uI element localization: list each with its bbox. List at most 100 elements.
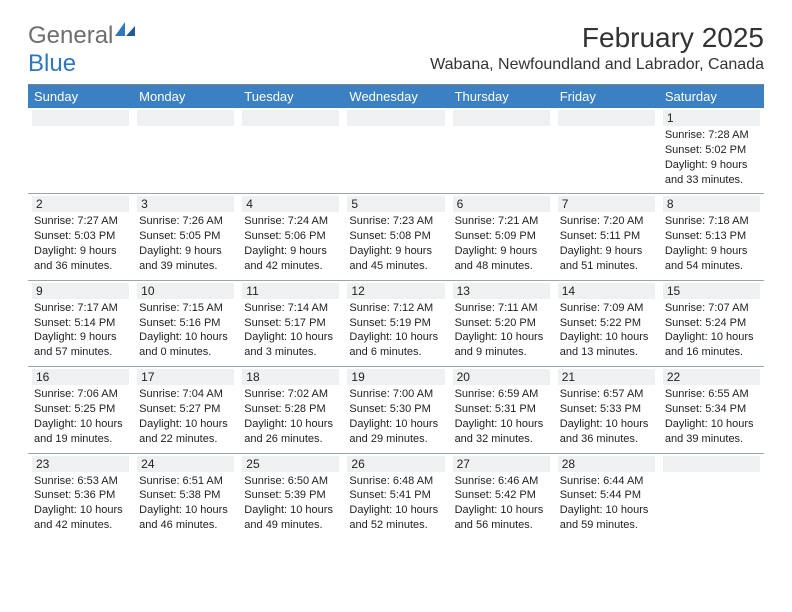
day-number: 19 [347, 369, 444, 385]
detail-line: and 42 minutes. [244, 259, 337, 274]
detail-line: and 22 minutes. [139, 432, 232, 447]
calendar-cell: 25Sunrise: 6:50 AMSunset: 5:39 PMDayligh… [238, 453, 343, 539]
detail-line: Sunset: 5:20 PM [455, 316, 548, 331]
day-details: Sunrise: 7:17 AMSunset: 5:14 PMDaylight:… [32, 299, 129, 360]
day-details: Sunrise: 7:20 AMSunset: 5:11 PMDaylight:… [558, 212, 655, 273]
detail-line: Daylight: 10 hours [349, 503, 442, 518]
logo-word2: Blue [28, 50, 76, 77]
day-details: Sunrise: 6:44 AMSunset: 5:44 PMDaylight:… [558, 472, 655, 533]
detail-line: Sunrise: 7:21 AM [455, 214, 548, 229]
detail-line: Daylight: 9 hours [349, 244, 442, 259]
calendar-cell-inner: 8Sunrise: 7:18 AMSunset: 5:13 PMDaylight… [659, 194, 764, 279]
calendar-cell-inner: 14Sunrise: 7:09 AMSunset: 5:22 PMDayligh… [554, 281, 659, 366]
calendar-cell-inner: 4Sunrise: 7:24 AMSunset: 5:06 PMDaylight… [238, 194, 343, 279]
calendar-cell-inner: 13Sunrise: 7:11 AMSunset: 5:20 PMDayligh… [449, 281, 554, 366]
detail-line: Daylight: 10 hours [244, 503, 337, 518]
detail-line: Daylight: 10 hours [244, 330, 337, 345]
calendar-cell: 15Sunrise: 7:07 AMSunset: 5:24 PMDayligh… [659, 280, 764, 366]
calendar-cell-inner: 3Sunrise: 7:26 AMSunset: 5:05 PMDaylight… [133, 194, 238, 279]
calendar-cell-inner: 9Sunrise: 7:17 AMSunset: 5:14 PMDaylight… [28, 281, 133, 366]
day-details: Sunrise: 7:11 AMSunset: 5:20 PMDaylight:… [453, 299, 550, 360]
weekday-header: Wednesday [343, 85, 448, 108]
weekday-header-row: SundayMondayTuesdayWednesdayThursdayFrid… [28, 85, 764, 108]
detail-line: Sunrise: 7:04 AM [139, 387, 232, 402]
detail-line: Sunset: 5:06 PM [244, 229, 337, 244]
calendar-cell: 19Sunrise: 7:00 AMSunset: 5:30 PMDayligh… [343, 367, 448, 453]
detail-line: Sunrise: 6:51 AM [139, 474, 232, 489]
calendar-cell [449, 108, 554, 194]
detail-line: and 57 minutes. [34, 345, 127, 360]
calendar-cell-inner: 1Sunrise: 7:28 AMSunset: 5:02 PMDaylight… [659, 108, 764, 193]
detail-line: and 26 minutes. [244, 432, 337, 447]
day-number: 26 [347, 456, 444, 472]
detail-line: Daylight: 10 hours [560, 417, 653, 432]
calendar-cell: 20Sunrise: 6:59 AMSunset: 5:31 PMDayligh… [449, 367, 554, 453]
detail-line: and 19 minutes. [34, 432, 127, 447]
detail-line: Sunrise: 6:53 AM [34, 474, 127, 489]
day-number-empty [663, 456, 760, 472]
detail-line: Sunset: 5:39 PM [244, 488, 337, 503]
day-number: 10 [137, 283, 234, 299]
calendar-cell [659, 453, 764, 539]
detail-line: and 42 minutes. [34, 518, 127, 533]
detail-line: Sunrise: 7:17 AM [34, 301, 127, 316]
day-details: Sunrise: 7:24 AMSunset: 5:06 PMDaylight:… [242, 212, 339, 273]
detail-line: Sunset: 5:13 PM [665, 229, 758, 244]
detail-line: Sunset: 5:33 PM [560, 402, 653, 417]
detail-line: Sunrise: 7:14 AM [244, 301, 337, 316]
calendar-cell: 17Sunrise: 7:04 AMSunset: 5:27 PMDayligh… [133, 367, 238, 453]
page-header: General Blue February 2025 Wabana, Newfo… [28, 22, 764, 78]
calendar-cell-inner: 16Sunrise: 7:06 AMSunset: 5:25 PMDayligh… [28, 367, 133, 452]
day-details: Sunrise: 6:57 AMSunset: 5:33 PMDaylight:… [558, 385, 655, 446]
day-number: 5 [347, 196, 444, 212]
detail-line: Sunrise: 7:23 AM [349, 214, 442, 229]
detail-line: Sunset: 5:30 PM [349, 402, 442, 417]
calendar-cell-inner: 28Sunrise: 6:44 AMSunset: 5:44 PMDayligh… [554, 454, 659, 539]
calendar-cell-inner [554, 108, 659, 186]
weekday-header: Friday [554, 85, 659, 108]
day-details: Sunrise: 6:50 AMSunset: 5:39 PMDaylight:… [242, 472, 339, 533]
day-details: Sunrise: 7:23 AMSunset: 5:08 PMDaylight:… [347, 212, 444, 273]
day-details: Sunrise: 7:26 AMSunset: 5:05 PMDaylight:… [137, 212, 234, 273]
detail-line: Sunrise: 7:27 AM [34, 214, 127, 229]
day-number: 25 [242, 456, 339, 472]
calendar-cell-inner: 17Sunrise: 7:04 AMSunset: 5:27 PMDayligh… [133, 367, 238, 452]
detail-line: Sunset: 5:31 PM [455, 402, 548, 417]
detail-line: and 3 minutes. [244, 345, 337, 360]
detail-line: and 6 minutes. [349, 345, 442, 360]
detail-line: Sunrise: 6:50 AM [244, 474, 337, 489]
calendar-cell-inner: 15Sunrise: 7:07 AMSunset: 5:24 PMDayligh… [659, 281, 764, 366]
detail-line: Sunset: 5:24 PM [665, 316, 758, 331]
day-number: 20 [453, 369, 550, 385]
day-details: Sunrise: 7:07 AMSunset: 5:24 PMDaylight:… [663, 299, 760, 360]
day-details: Sunrise: 6:46 AMSunset: 5:42 PMDaylight:… [453, 472, 550, 533]
calendar-cell: 22Sunrise: 6:55 AMSunset: 5:34 PMDayligh… [659, 367, 764, 453]
logo: General Blue [28, 22, 137, 78]
detail-line: Sunrise: 6:59 AM [455, 387, 548, 402]
calendar-cell-inner [659, 454, 764, 532]
day-number: 4 [242, 196, 339, 212]
header-right: February 2025 Wabana, Newfoundland and L… [430, 22, 764, 74]
detail-line: Daylight: 10 hours [560, 330, 653, 345]
detail-line: and 36 minutes. [560, 432, 653, 447]
day-number-empty [137, 110, 234, 126]
day-number: 12 [347, 283, 444, 299]
calendar-cell: 7Sunrise: 7:20 AMSunset: 5:11 PMDaylight… [554, 194, 659, 280]
detail-line: Daylight: 9 hours [34, 244, 127, 259]
calendar-cell-inner [449, 108, 554, 186]
calendar-cell: 23Sunrise: 6:53 AMSunset: 5:36 PMDayligh… [28, 453, 133, 539]
calendar-cell: 2Sunrise: 7:27 AMSunset: 5:03 PMDaylight… [28, 194, 133, 280]
day-details: Sunrise: 6:53 AMSunset: 5:36 PMDaylight:… [32, 472, 129, 533]
detail-line: Sunset: 5:19 PM [349, 316, 442, 331]
detail-line: Sunset: 5:28 PM [244, 402, 337, 417]
detail-line: and 0 minutes. [139, 345, 232, 360]
detail-line: and 56 minutes. [455, 518, 548, 533]
calendar-cell-inner: 12Sunrise: 7:12 AMSunset: 5:19 PMDayligh… [343, 281, 448, 366]
logo-sail-icon [115, 22, 137, 45]
day-details: Sunrise: 7:28 AMSunset: 5:02 PMDaylight:… [663, 126, 760, 187]
calendar-cell-inner [238, 108, 343, 186]
detail-line: and 48 minutes. [455, 259, 548, 274]
day-details: Sunrise: 7:09 AMSunset: 5:22 PMDaylight:… [558, 299, 655, 360]
day-details: Sunrise: 7:06 AMSunset: 5:25 PMDaylight:… [32, 385, 129, 446]
location-text: Wabana, Newfoundland and Labrador, Canad… [430, 56, 764, 74]
